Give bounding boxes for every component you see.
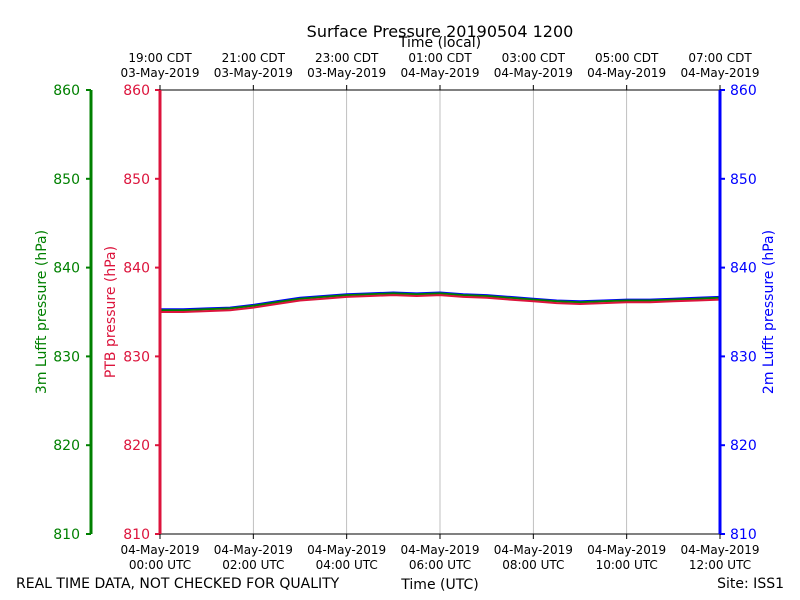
blue-y-axis-title: 2m Lufft pressure (hPa) bbox=[761, 230, 777, 394]
bottom-x-tick-time: 10:00 UTC bbox=[596, 558, 658, 572]
y-axes: 810 820 830 840 850 860 810 820 830 840 850 860 810 8… bbox=[53, 83, 756, 543]
green-y-tick-label: 810 bbox=[53, 527, 80, 543]
red-y-tick-label: 810 bbox=[123, 527, 150, 543]
red-y-tick-label: 820 bbox=[123, 438, 150, 454]
green-y-tick-label: 860 bbox=[53, 83, 80, 99]
green-y-tick-label: 820 bbox=[53, 438, 80, 454]
blue-y-tick-label: 820 bbox=[730, 438, 757, 454]
top-x-tick-date: 03-May-2019 bbox=[214, 66, 293, 80]
bottom-x-tick-date: 04-May-2019 bbox=[494, 543, 573, 557]
red-y-tick-label: 850 bbox=[123, 172, 150, 188]
green-y-tick-label: 830 bbox=[53, 349, 80, 365]
top-x-tick-date: 03-May-2019 bbox=[120, 66, 199, 80]
bottom-x-tick-date: 04-May-2019 bbox=[680, 543, 759, 557]
series-lines bbox=[160, 291, 721, 313]
blue-y-tick-label: 810 bbox=[730, 527, 757, 543]
top-x-tick-time: 03:00 CDT bbox=[502, 51, 566, 65]
blue-y-tick-label: 860 bbox=[730, 83, 757, 99]
top-x-tick-time: 05:00 CDT bbox=[595, 51, 659, 65]
bottom-x-axis-title: Time (UTC) bbox=[400, 577, 478, 593]
green-y-tick-label: 840 bbox=[53, 261, 80, 277]
red-y-tick-label: 860 bbox=[123, 83, 150, 99]
chart-title: Surface Pressure 20190504 1200 bbox=[307, 22, 574, 41]
red-y-axis-title: PTB pressure (hPa) bbox=[103, 246, 119, 378]
top-x-tick-date: 04-May-2019 bbox=[680, 66, 759, 80]
bottom-x-tick-date: 04-May-2019 bbox=[307, 543, 386, 557]
site-label: Site: ISS1 bbox=[717, 576, 784, 592]
blue-y-tick-label: 830 bbox=[730, 349, 757, 365]
green-series-line bbox=[160, 292, 721, 312]
blue-y-tick-label: 840 bbox=[730, 261, 757, 277]
bottom-x-tick-time: 12:00 UTC bbox=[689, 558, 751, 572]
bottom-x-tick-time: 04:00 UTC bbox=[316, 558, 378, 572]
blue-y-tick-label: 850 bbox=[730, 172, 757, 188]
green-y-tick-label: 850 bbox=[53, 172, 80, 188]
bottom-x-tick-date: 04-May-2019 bbox=[400, 543, 479, 557]
bottom-x-tick-date: 04-May-2019 bbox=[214, 543, 293, 557]
top-x-tick-date: 04-May-2019 bbox=[400, 66, 479, 80]
red-y-tick-label: 830 bbox=[123, 349, 150, 365]
vertical-grid bbox=[252, 90, 628, 534]
top-x-tick-time: 07:00 CDT bbox=[688, 51, 752, 65]
top-x-tick-time: 23:00 CDT bbox=[315, 51, 379, 65]
bottom-x-tick-time: 08:00 UTC bbox=[502, 558, 564, 572]
bottom-x-tick-date: 04-May-2019 bbox=[587, 543, 666, 557]
top-x-tick-time: 19:00 CDT bbox=[128, 51, 192, 65]
top-x-tick-date: 04-May-2019 bbox=[494, 66, 573, 80]
green-y-axis-title: 3m Lufft pressure (hPa) bbox=[34, 230, 50, 394]
red-y-tick-label: 840 bbox=[123, 261, 150, 277]
top-x-axis-title: Time (local) bbox=[398, 35, 481, 51]
bottom-x-tick-date: 04-May-2019 bbox=[120, 543, 199, 557]
quality-disclaimer: REAL TIME DATA, NOT CHECKED FOR QUALITY bbox=[16, 576, 340, 592]
bottom-x-tick-time: 00:00 UTC bbox=[129, 558, 191, 572]
red-series-line bbox=[160, 294, 721, 313]
bottom-x-tick-time: 02:00 UTC bbox=[222, 558, 284, 572]
top-x-tick-time: 21:00 CDT bbox=[222, 51, 286, 65]
top-x-tick-date: 03-May-2019 bbox=[307, 66, 386, 80]
top-x-tick-date: 04-May-2019 bbox=[587, 66, 666, 80]
bottom-x-tick-time: 06:00 UTC bbox=[409, 558, 471, 572]
top-x-tick-time: 01:00 CDT bbox=[408, 51, 472, 65]
